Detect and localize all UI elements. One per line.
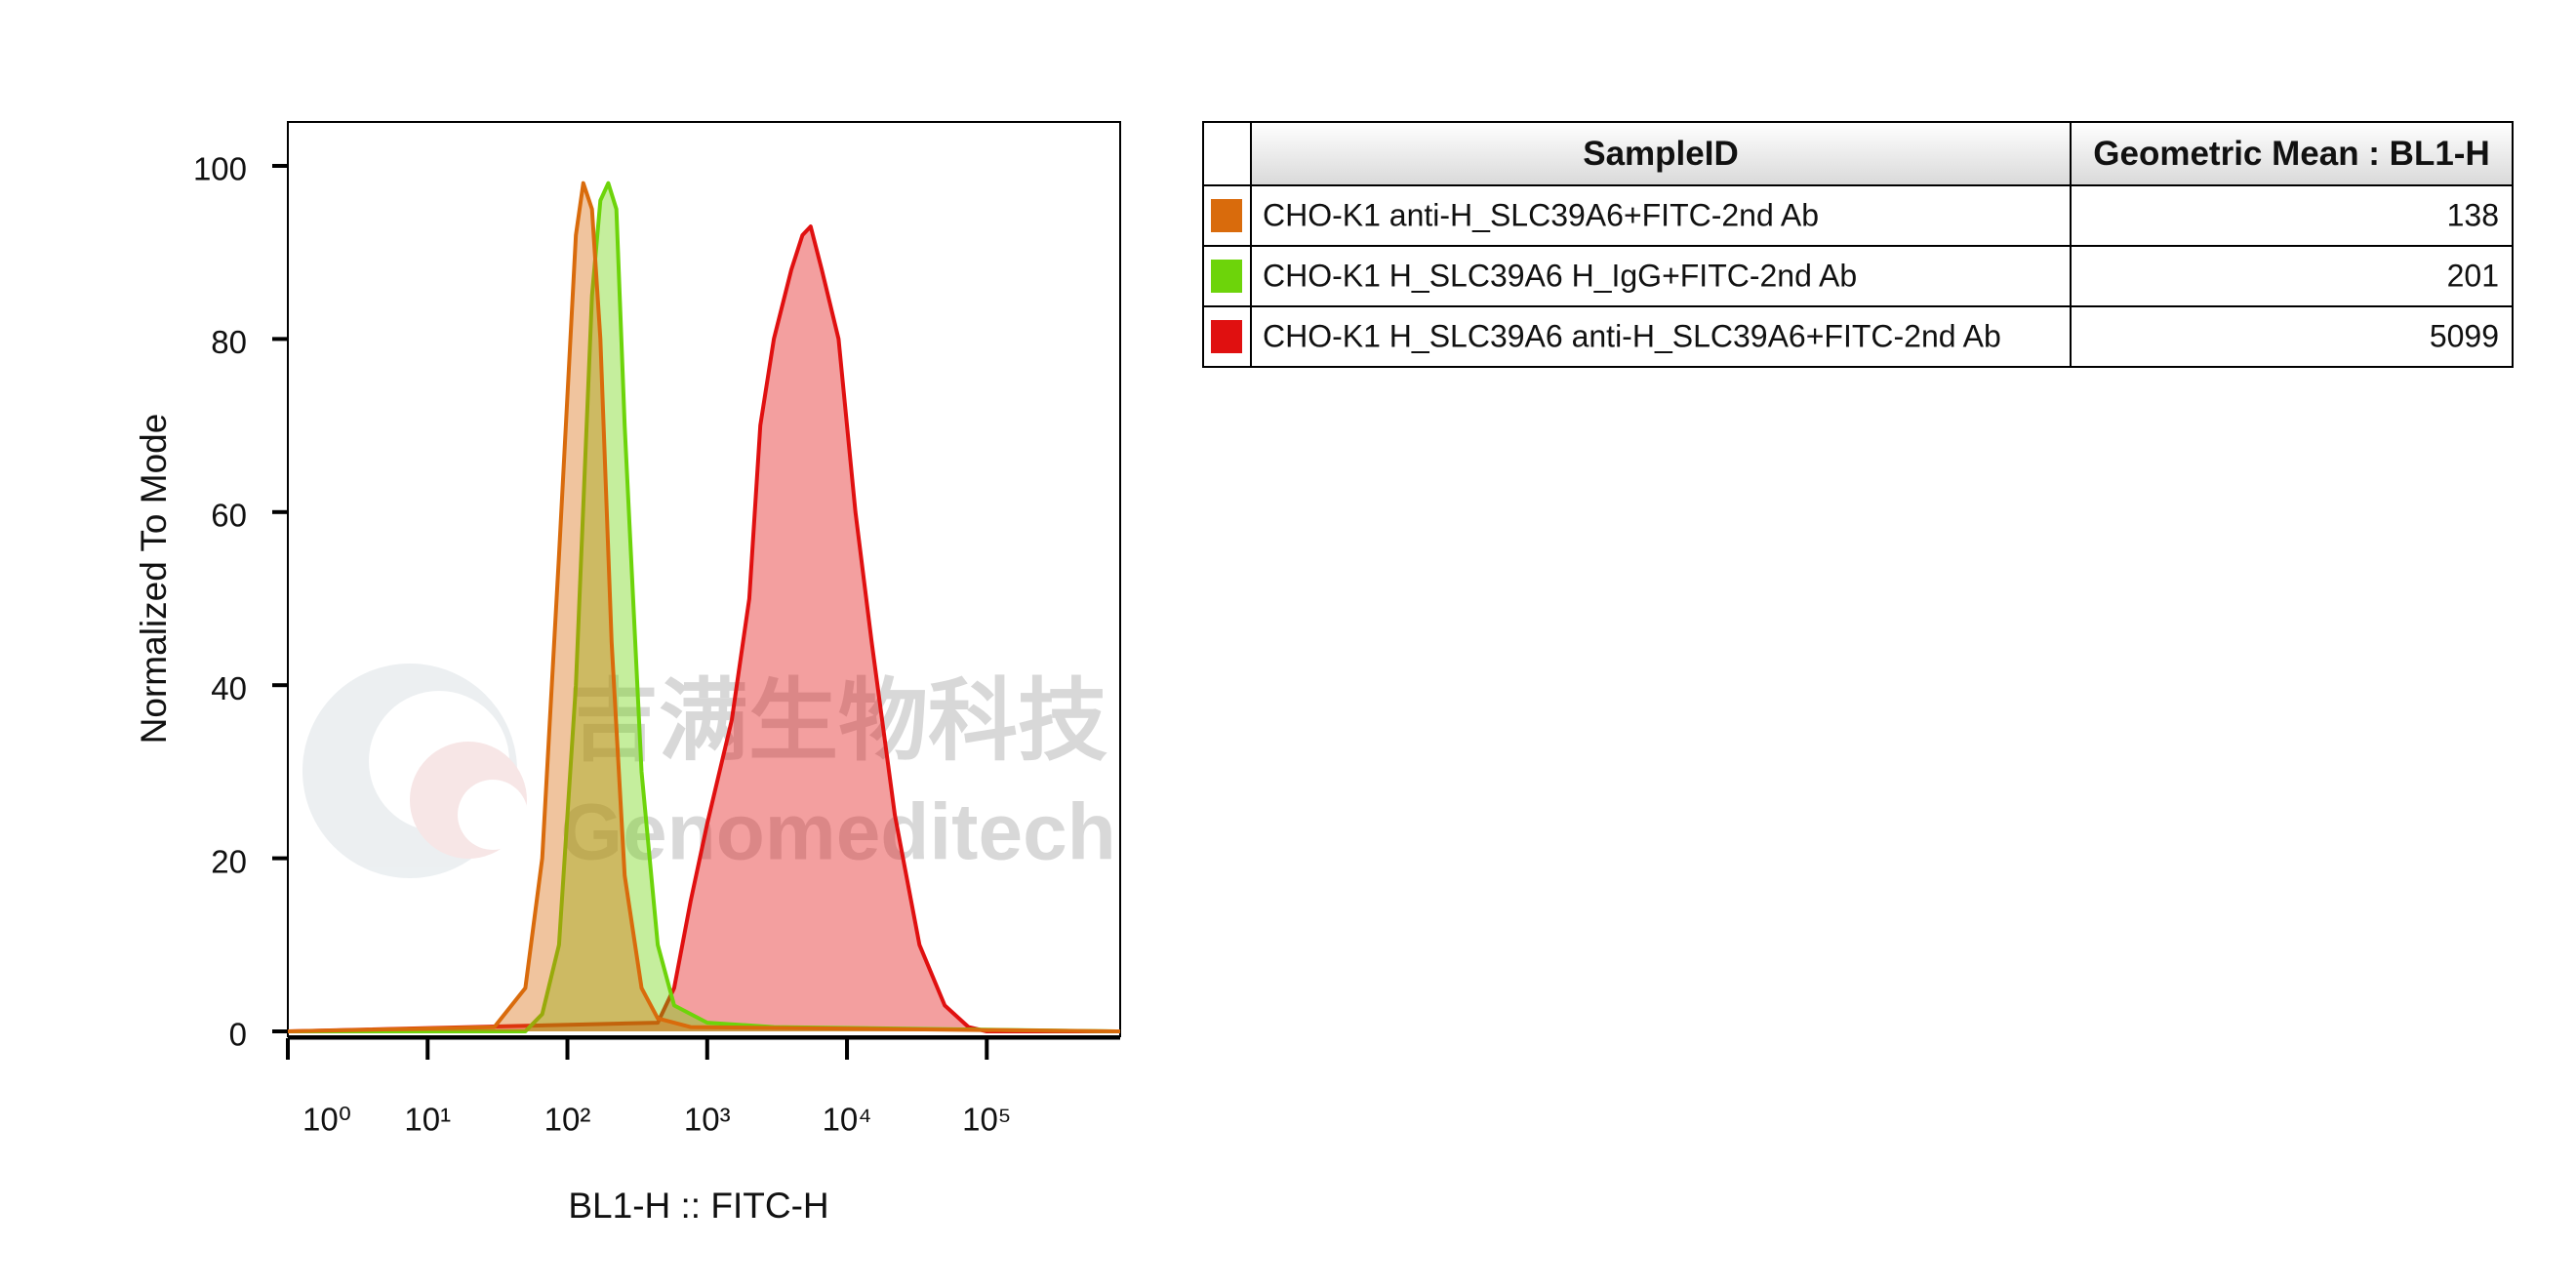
- y-tick-label: 20: [211, 843, 247, 879]
- watermark-en: Genomeditech: [560, 788, 1116, 877]
- legend-label: CHO-K1 H_SLC39A6 H_IgG+FITC-2nd Ab: [1263, 258, 1857, 293]
- y-tick-label: 0: [229, 1017, 247, 1053]
- y-tick-label: 100: [193, 151, 247, 187]
- table-header: SampleID: [1583, 135, 1739, 173]
- y-axis-label: Normalized To Mode: [134, 414, 174, 745]
- legend-label: CHO-K1 H_SLC39A6 anti-H_SLC39A6+FITC-2nd…: [1263, 318, 2001, 353]
- geometric-mean: 201: [2447, 258, 2499, 293]
- histogram-line: [288, 181, 1121, 1033]
- x-tick-label: 10³: [684, 1102, 731, 1138]
- y-tick-label: 60: [211, 498, 247, 534]
- geometric-mean: 138: [2447, 197, 2499, 232]
- legend-label: CHO-K1 anti-H_SLC39A6+FITC-2nd Ab: [1263, 197, 1819, 232]
- x-tick-label: 10⁰: [302, 1102, 351, 1138]
- watermark-cn: 吉满生物科技: [569, 671, 1107, 771]
- x-axis-label: BL1-H :: FITC-H: [568, 1186, 828, 1226]
- x-tick-label: 10⁴: [823, 1102, 872, 1138]
- legend-swatch: [1211, 199, 1242, 232]
- table-frame: [1202, 121, 2514, 368]
- histogram-area: [288, 226, 1120, 1032]
- watermark-logo: [302, 664, 528, 878]
- x-tick-label: 10²: [544, 1102, 591, 1138]
- legend-swatch: [1211, 320, 1242, 353]
- table-header-bg: [1251, 122, 2513, 185]
- y-tick-label: 40: [211, 670, 247, 706]
- x-tick-label: 10¹: [404, 1102, 451, 1138]
- x-tick-label: 10⁵: [962, 1102, 1011, 1138]
- plot-frame: [287, 121, 1121, 1037]
- table-header: Geometric Mean : BL1-H: [2093, 135, 2489, 173]
- legend-swatch: [1211, 260, 1242, 293]
- histogram-line: [287, 224, 1120, 1033]
- geometric-mean: 5099: [2430, 318, 2499, 353]
- y-tick-label: 80: [211, 324, 247, 360]
- histogram-line: [287, 181, 1121, 1033]
